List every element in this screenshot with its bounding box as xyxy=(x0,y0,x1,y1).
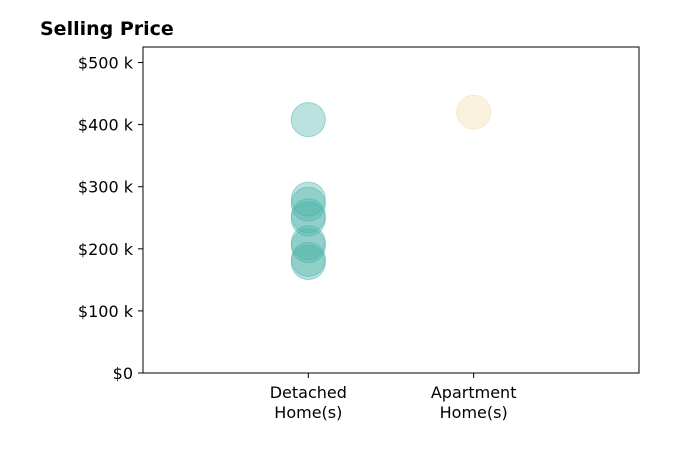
y-tick-label: $300 k xyxy=(78,178,134,197)
points-layer xyxy=(290,94,492,280)
y-tick-label: $500 k xyxy=(78,54,134,73)
x-axis: Detached Home(s) Apartment Home(s) xyxy=(270,373,517,422)
data-point xyxy=(290,244,326,280)
data-point xyxy=(290,102,326,138)
plot-frame xyxy=(142,46,640,374)
x-tick-label: Apartment Home(s) xyxy=(431,383,517,422)
data-point xyxy=(456,94,492,130)
data-point xyxy=(290,186,326,222)
y-tick-label: $100 k xyxy=(78,302,134,321)
x-tick-label: Detached Home(s) xyxy=(270,383,347,422)
y-tick-label: $400 k xyxy=(78,116,134,135)
y-tick-label: $0 xyxy=(113,364,133,383)
chart-title: Selling Price xyxy=(40,18,174,40)
y-axis: $0 $100 k $200 k $300 k $400 k $500 k xyxy=(78,54,143,383)
y-tick-label: $200 k xyxy=(78,240,134,259)
